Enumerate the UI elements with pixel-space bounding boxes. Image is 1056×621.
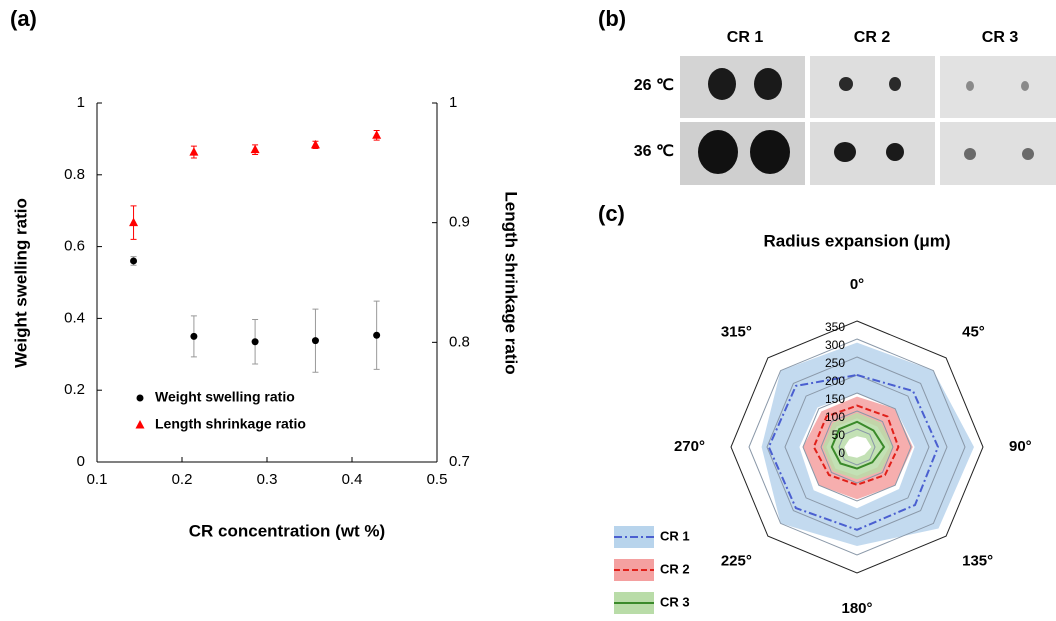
droplet	[754, 68, 782, 100]
droplet	[750, 130, 790, 174]
range-band	[761, 342, 974, 546]
legend-label: CR 3	[660, 594, 690, 609]
grid-ring	[838, 428, 876, 466]
droplet	[889, 77, 901, 91]
droplet	[1021, 81, 1029, 91]
r-tick-label: 250	[825, 356, 845, 370]
droplet	[834, 142, 856, 162]
y-tick-label: 0.6	[64, 238, 85, 255]
data-point	[189, 147, 199, 156]
droplet	[708, 68, 736, 100]
data-point	[129, 217, 139, 227]
category-label: 315°	[721, 323, 752, 340]
photo	[810, 122, 935, 185]
data-point	[311, 337, 319, 345]
y2-tick-label: 0.7	[449, 453, 470, 470]
panel-label: (c)	[598, 201, 625, 226]
data-point	[190, 332, 198, 340]
droplet	[964, 148, 976, 160]
y2-tick-label: 0.9	[449, 214, 470, 231]
series-line	[767, 373, 940, 531]
chart-title: Radius expansion (μm)	[763, 231, 950, 250]
row-label: 36 ℃	[634, 143, 674, 160]
x-tick-label: 0.4	[342, 471, 363, 488]
photo	[810, 56, 935, 118]
category-label: 90°	[1009, 438, 1032, 455]
y-tick-label: 0.2	[64, 381, 85, 398]
category-label: 45°	[962, 323, 985, 340]
photo	[940, 122, 1056, 185]
r-tick-label: 150	[825, 392, 845, 406]
r-tick-label: 50	[832, 428, 846, 442]
legend-label: CR 1	[660, 528, 690, 543]
x-tick-label: 0.3	[257, 471, 278, 488]
droplet	[1022, 148, 1034, 160]
y-tick-label: 0.4	[64, 309, 85, 326]
series-line	[830, 420, 886, 470]
x-tick-label: 0.2	[172, 471, 193, 488]
category-label: 0°	[850, 276, 864, 293]
y2-tick-label: 1	[449, 94, 457, 111]
legend-label: Weight swelling ratio	[155, 389, 295, 405]
data-point	[310, 139, 320, 149]
grid-ring	[802, 392, 912, 502]
photo	[940, 56, 1056, 118]
y-tick-label: 0.8	[64, 166, 85, 183]
panel-label: (b)	[598, 6, 626, 31]
data-point	[250, 144, 260, 154]
y2-axis-title: Length shrinkage ratio	[502, 191, 521, 374]
data-point	[251, 338, 259, 346]
panel-label: (a)	[10, 6, 37, 31]
data-point	[373, 331, 381, 339]
x-tick-label: 0.1	[87, 471, 108, 488]
column-label: CR 3	[982, 29, 1019, 46]
r-tick-label: 100	[825, 410, 845, 424]
photo	[680, 56, 805, 118]
grid-ring	[766, 356, 948, 538]
r-tick-label: 350	[825, 320, 845, 334]
r-tick-label: 300	[825, 338, 845, 352]
grid-ring	[784, 374, 930, 520]
grid-ring	[820, 410, 894, 484]
y2-tick-label: 0.8	[449, 333, 470, 350]
droplet	[839, 77, 853, 91]
droplet	[886, 143, 904, 161]
data-point	[136, 394, 144, 402]
category-label: 225°	[721, 553, 752, 570]
droplet	[698, 130, 738, 174]
r-tick-label: 200	[825, 374, 845, 388]
series-line	[812, 404, 900, 486]
row-label: 26 ℃	[634, 77, 674, 94]
data-point	[130, 257, 138, 265]
r-tick-label: 0	[838, 446, 845, 460]
category-label: 270°	[674, 438, 705, 455]
x-tick-label: 0.5	[427, 471, 448, 488]
y-tick-label: 1	[77, 94, 85, 111]
legend-label: Length shrinkage ratio	[155, 416, 306, 432]
column-label: CR 1	[727, 29, 764, 46]
y-tick-label: 0	[77, 453, 85, 470]
photo-grid	[680, 56, 1056, 185]
data-point	[135, 420, 145, 429]
droplet	[966, 81, 974, 91]
category-label: 135°	[962, 553, 993, 570]
grid-ring	[748, 338, 966, 556]
y-axis-title: Weight swelling ratio	[11, 198, 30, 368]
x-axis-title: CR concentration (wt %)	[189, 521, 385, 540]
grid-ring	[730, 320, 984, 574]
column-label: CR 2	[854, 29, 891, 46]
data-point	[372, 130, 382, 139]
category-label: 180°	[841, 600, 872, 617]
legend-label: CR 2	[660, 561, 690, 576]
